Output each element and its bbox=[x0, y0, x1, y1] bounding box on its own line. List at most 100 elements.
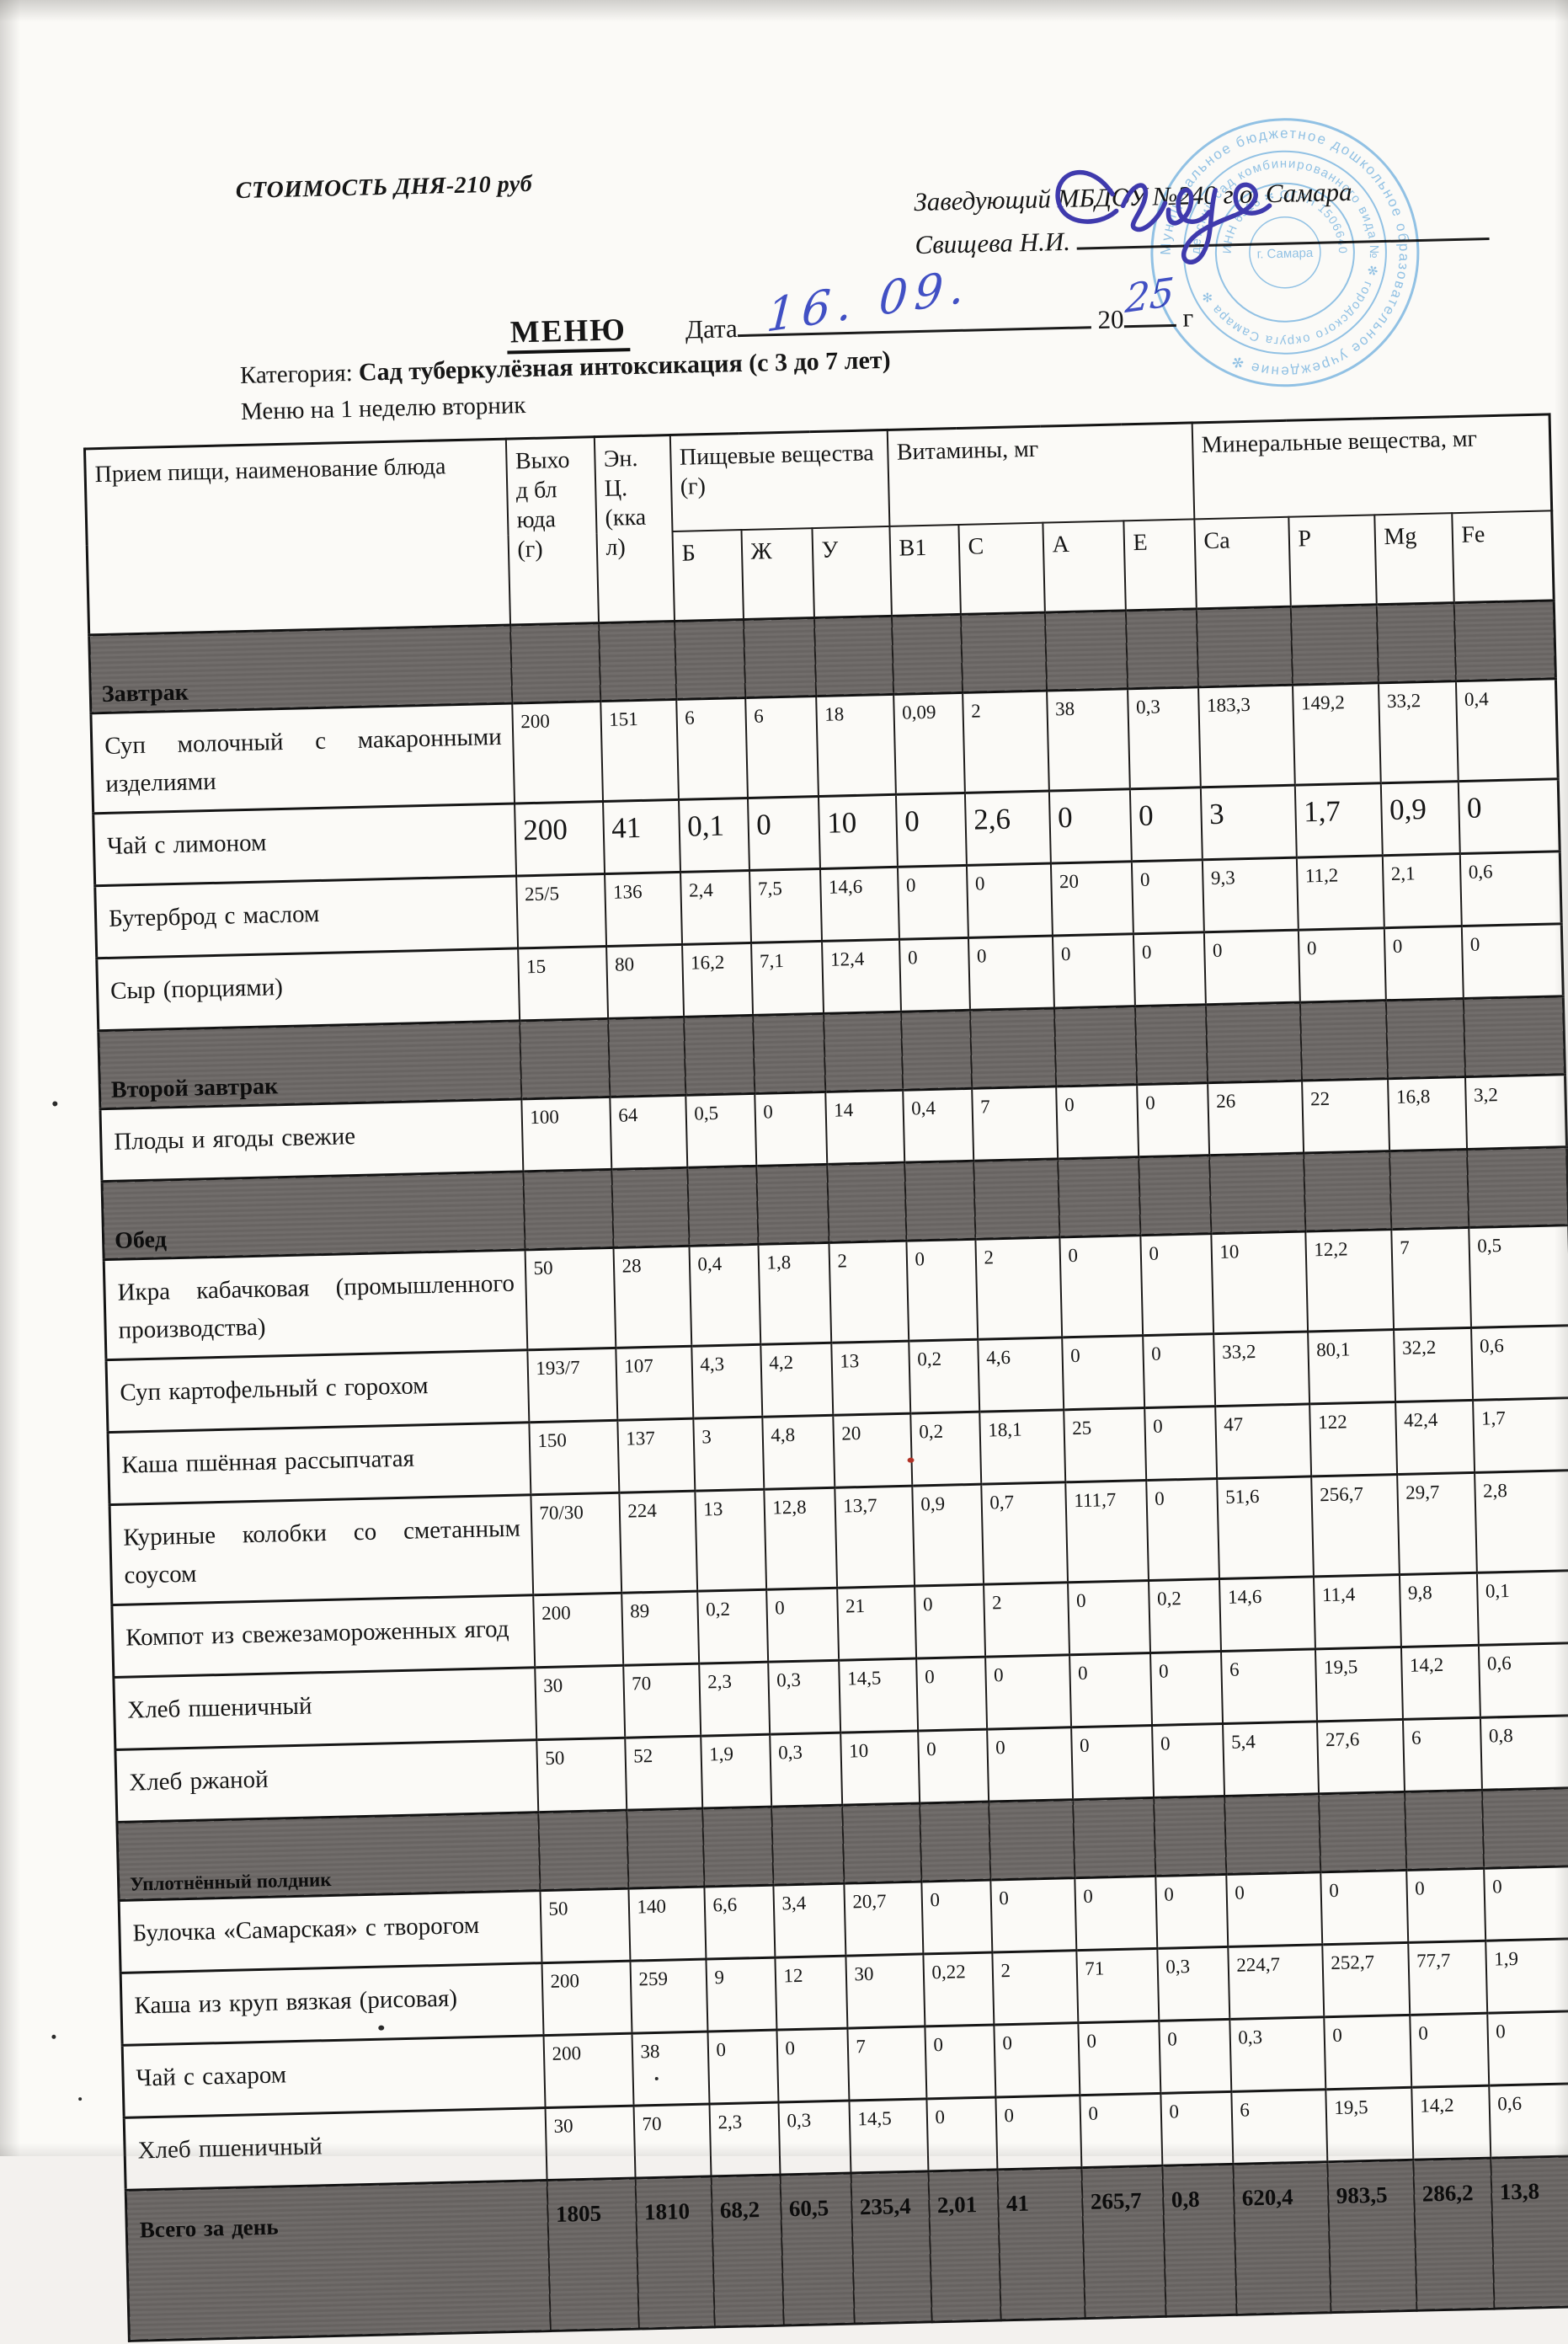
value-cell: 0 bbox=[905, 1239, 978, 1341]
value-cell: 2,3 bbox=[698, 1661, 770, 1736]
value-cell: 0,7 bbox=[980, 1482, 1068, 1584]
dish-name: Бутерброд с маслом bbox=[94, 875, 518, 958]
value-cell: 14,2 bbox=[1400, 1644, 1480, 1720]
section-cell bbox=[988, 1799, 1075, 1880]
value-cell: 0,1 bbox=[1476, 1570, 1568, 1645]
section-cell bbox=[598, 621, 676, 702]
value-cell: 0 bbox=[915, 1656, 987, 1731]
value-cell: 0 bbox=[995, 2095, 1081, 2170]
section-cell bbox=[674, 619, 745, 700]
section-cell bbox=[1057, 1156, 1140, 1237]
value-cell: 259 bbox=[629, 1958, 707, 2033]
section-cell bbox=[900, 1010, 972, 1091]
value-cell: 22 bbox=[1301, 1078, 1389, 1153]
section-cell bbox=[755, 1164, 829, 1245]
value-cell: 14 bbox=[824, 1090, 904, 1165]
value-cell: 50 bbox=[539, 1887, 630, 1963]
value-cell: 10 bbox=[1210, 1231, 1308, 1334]
value-cell: 286,2 bbox=[1412, 2157, 1495, 2310]
value-cell: 0 bbox=[1149, 1651, 1223, 1726]
value-cell: 0 bbox=[1139, 1233, 1213, 1336]
value-cell: 107 bbox=[615, 1345, 693, 1421]
value-cell: 0,3 bbox=[1156, 1946, 1229, 2021]
section-cell bbox=[752, 1013, 825, 1094]
value-cell: 0 bbox=[1133, 932, 1206, 1006]
section-cell bbox=[626, 1807, 704, 1888]
section-cell bbox=[1153, 1796, 1226, 1877]
subheader-cell: С bbox=[957, 522, 1045, 615]
dish-name: Сыр (порциями) bbox=[96, 948, 520, 1031]
value-cell: 0 bbox=[989, 1877, 1076, 1952]
value-cell: 137 bbox=[616, 1418, 695, 1493]
subheader-cell: Ca bbox=[1193, 516, 1291, 609]
subheader-cell: Ж bbox=[740, 528, 814, 620]
value-cell: 0 bbox=[1483, 1866, 1568, 1941]
dish-name: Каша из круп вязкая (рисовая) bbox=[120, 1962, 544, 2046]
category-label: Категория: bbox=[239, 359, 354, 390]
section-cell bbox=[1463, 996, 1565, 1077]
value-cell: 0 bbox=[1052, 933, 1135, 1008]
section-cell bbox=[683, 1015, 755, 1096]
day-cost-line: СТОИМОСТЬ ДНЯ-210 руб bbox=[235, 170, 533, 205]
value-cell: 42,4 bbox=[1395, 1400, 1475, 1475]
value-cell: 0 bbox=[1136, 1082, 1209, 1157]
value-cell: 0 bbox=[1155, 1874, 1228, 1949]
section-cell bbox=[1303, 1151, 1391, 1231]
value-cell: 60,5 bbox=[779, 2172, 855, 2325]
value-cell: 0,5 bbox=[685, 1093, 756, 1168]
value-cell: 0 bbox=[924, 2024, 995, 2099]
value-cell: 100 bbox=[520, 1097, 611, 1172]
value-cell: 0,6 bbox=[1488, 2082, 1568, 2158]
value-cell: 13 bbox=[694, 1489, 766, 1591]
value-cell: 224,7 bbox=[1227, 1944, 1324, 2020]
value-cell: 1810 bbox=[635, 2176, 715, 2329]
value-cell: 10 bbox=[818, 794, 898, 869]
section-cell bbox=[701, 1806, 773, 1887]
section-cell bbox=[686, 1166, 758, 1247]
dish-name: Суп картофельный с горохом bbox=[105, 1349, 529, 1433]
value-cell: 252,7 bbox=[1321, 1942, 1410, 2017]
value-cell: 0 bbox=[1048, 788, 1132, 863]
section-cell bbox=[522, 1169, 614, 1250]
section-cell bbox=[1072, 1797, 1155, 1878]
section-cell bbox=[813, 616, 893, 697]
subheader-cell: В1 bbox=[888, 524, 961, 617]
section-cell bbox=[1224, 1793, 1320, 1875]
value-cell: 9,3 bbox=[1202, 857, 1299, 932]
value-cell: 2,1 bbox=[1382, 853, 1462, 928]
value-cell: 14,6 bbox=[1219, 1576, 1315, 1652]
value-cell: 1805 bbox=[547, 2177, 639, 2331]
value-cell: 150 bbox=[528, 1420, 619, 1495]
value-cell: 0,4 bbox=[1455, 678, 1559, 782]
value-cell: 983,5 bbox=[1326, 2159, 1417, 2313]
subheader-cell: Б bbox=[671, 530, 744, 622]
value-cell: 0 bbox=[1069, 1653, 1152, 1727]
value-cell: 77,7 bbox=[1407, 1940, 1487, 2015]
year-prefix: 20 bbox=[1097, 304, 1124, 335]
value-cell: 0 bbox=[776, 2027, 849, 2102]
value-cell: 0 bbox=[747, 796, 820, 871]
value-cell: 64 bbox=[609, 1095, 687, 1170]
value-cell: 30 bbox=[534, 1664, 625, 1740]
value-cell: 10 bbox=[840, 1730, 920, 1805]
value-cell: 12,8 bbox=[763, 1487, 837, 1589]
value-cell: 38 bbox=[631, 2031, 709, 2106]
value-cell: 0 bbox=[1486, 2010, 1568, 2085]
dish-name: Хлеб пшеничный bbox=[124, 2107, 547, 2190]
section-cell bbox=[1376, 602, 1456, 683]
dish-name: Хлеб пшеничный bbox=[113, 1667, 536, 1750]
header-nutrients-group: Пищевые вещества (г) bbox=[669, 430, 889, 532]
value-cell: 14,2 bbox=[1411, 2085, 1491, 2160]
value-cell: 2 bbox=[962, 691, 1049, 793]
value-cell: 70 bbox=[633, 2103, 712, 2178]
section-cell bbox=[611, 1167, 689, 1248]
value-cell: 4,2 bbox=[760, 1343, 833, 1418]
value-cell: 28 bbox=[613, 1246, 691, 1348]
value-cell: 0,6 bbox=[1478, 1642, 1568, 1717]
dish-name: Плоды и ягоды свежие bbox=[99, 1098, 523, 1182]
section-label: Завтрак bbox=[88, 625, 512, 713]
value-cell: 5,4 bbox=[1222, 1721, 1319, 1797]
value-cell: 0 bbox=[1323, 2014, 1411, 2090]
section-label: Второй завтрак bbox=[98, 1020, 521, 1109]
value-cell: 0 bbox=[897, 865, 968, 940]
